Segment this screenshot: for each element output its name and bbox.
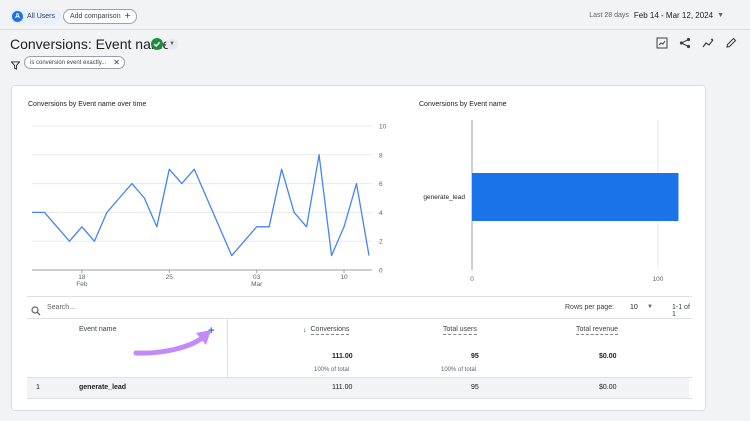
x-tick-label: 10 xyxy=(340,274,348,281)
y-tick-label: 6 xyxy=(379,181,383,188)
table-toolbar: Search... Rows per page: 10 ▼ 1-1 of 1 xyxy=(27,298,692,318)
row-total-revenue: $0.00 xyxy=(599,384,617,391)
report-card: Conversions by Event name over time Conv… xyxy=(11,85,706,411)
x-tick-label: 25 xyxy=(166,274,174,281)
share-icon[interactable] xyxy=(678,36,692,50)
title-chevron-down-icon[interactable]: ▼ xyxy=(166,38,178,50)
plus-icon: + xyxy=(124,10,131,22)
header-divider xyxy=(0,29,750,30)
y-tick-label: 2 xyxy=(379,239,383,246)
x-tick-month-label: Feb xyxy=(76,281,88,288)
segment-chip[interactable]: A All Users xyxy=(10,9,62,24)
series-line-generate-lead xyxy=(32,154,370,257)
chevron-down-icon: ▼ xyxy=(717,12,724,19)
line-chart-title: Conversions by Event name over time xyxy=(28,101,147,108)
y-tick-label: 4 xyxy=(379,210,383,217)
rows-per-page-label: Rows per page: xyxy=(565,304,615,311)
y-tick-label: 0 xyxy=(379,268,383,275)
y-tick-label: 10 xyxy=(379,124,387,131)
rows-per-page-select[interactable]: 10 xyxy=(630,304,638,311)
total-revenue: $0.00 xyxy=(599,353,617,360)
bar-category-label: generate_lead xyxy=(423,194,465,201)
row-conversions: 111.00 xyxy=(332,384,353,391)
total-conversions: 111.00 xyxy=(332,353,353,360)
column-header-total-users[interactable]: Total users xyxy=(443,326,477,335)
date-range-label: Last 28 days xyxy=(589,12,629,19)
customize-report-icon[interactable] xyxy=(655,36,669,50)
date-range-value: Feb 14 - Mar 12, 2024 xyxy=(633,11,714,20)
top-bar: A All Users Add comparison + Last 28 day… xyxy=(0,0,750,30)
table-row[interactable]: 1 generate_lead 111.00 95 $0.00 xyxy=(27,378,689,398)
bar-chart-title: Conversions by Event name xyxy=(419,101,507,108)
pagination-range: 1-1 of 1 xyxy=(672,304,690,318)
add-dimension-icon[interactable]: + xyxy=(208,325,215,337)
y-tick-label: 8 xyxy=(379,152,383,159)
page-title: Conversions: Event name xyxy=(10,36,171,52)
x-tick-label: 18 xyxy=(78,274,86,281)
add-comparison-label: Add comparison xyxy=(70,13,121,20)
total-users-pct: 100% of total xyxy=(441,367,477,373)
row-divider xyxy=(27,398,692,399)
search-icon xyxy=(31,303,41,321)
chart-table-divider xyxy=(27,296,692,297)
filter-chip[interactable]: is conversion event exactly... ✕ xyxy=(24,56,125,69)
search-input[interactable]: Search... xyxy=(47,304,76,311)
column-header-conversions[interactable]: ↓ Conversions xyxy=(303,326,350,335)
row-event-name: generate_lead xyxy=(79,384,127,391)
add-comparison-button[interactable]: Add comparison + xyxy=(63,9,138,24)
bar-chart: 0 100 generate_lead xyxy=(423,120,679,283)
bar-x-tick-label: 0 xyxy=(470,276,474,283)
segment-label: All Users xyxy=(27,13,56,20)
row-index: 1 xyxy=(36,384,40,391)
column-header-event-name[interactable]: Event name xyxy=(79,326,117,333)
column-divider xyxy=(227,318,228,398)
report-toolbar xyxy=(655,36,738,50)
x-tick-month-label: Mar xyxy=(251,281,263,288)
row-total-users: 95 xyxy=(471,384,479,391)
rows-chevron-down-icon: ▼ xyxy=(647,304,653,310)
segment-avatar-icon: A xyxy=(12,11,23,22)
totals-divider xyxy=(27,377,692,378)
insights-icon[interactable] xyxy=(701,36,715,50)
header-divider-line xyxy=(27,318,692,319)
edit-icon[interactable] xyxy=(724,36,738,50)
close-icon[interactable]: ✕ xyxy=(113,58,120,67)
bar-generate-lead xyxy=(472,173,679,221)
conversions-header-label: Conversions xyxy=(310,326,350,335)
total-users: 95 xyxy=(471,353,479,360)
filter-icon xyxy=(10,57,21,75)
filter-chip-text: is conversion event exactly... xyxy=(30,59,107,66)
x-tick-label: 03 xyxy=(253,274,261,281)
sort-arrow-icon: ↓ xyxy=(303,327,307,334)
bar-x-tick-label: 100 xyxy=(653,276,664,283)
date-range-picker[interactable]: Last 28 days Feb 14 - Mar 12, 2024 ▼ xyxy=(589,11,724,20)
column-header-total-revenue[interactable]: Total revenue xyxy=(576,326,619,335)
total-conversions-pct: 100% of total xyxy=(314,367,350,373)
check-circle-icon xyxy=(151,38,163,50)
